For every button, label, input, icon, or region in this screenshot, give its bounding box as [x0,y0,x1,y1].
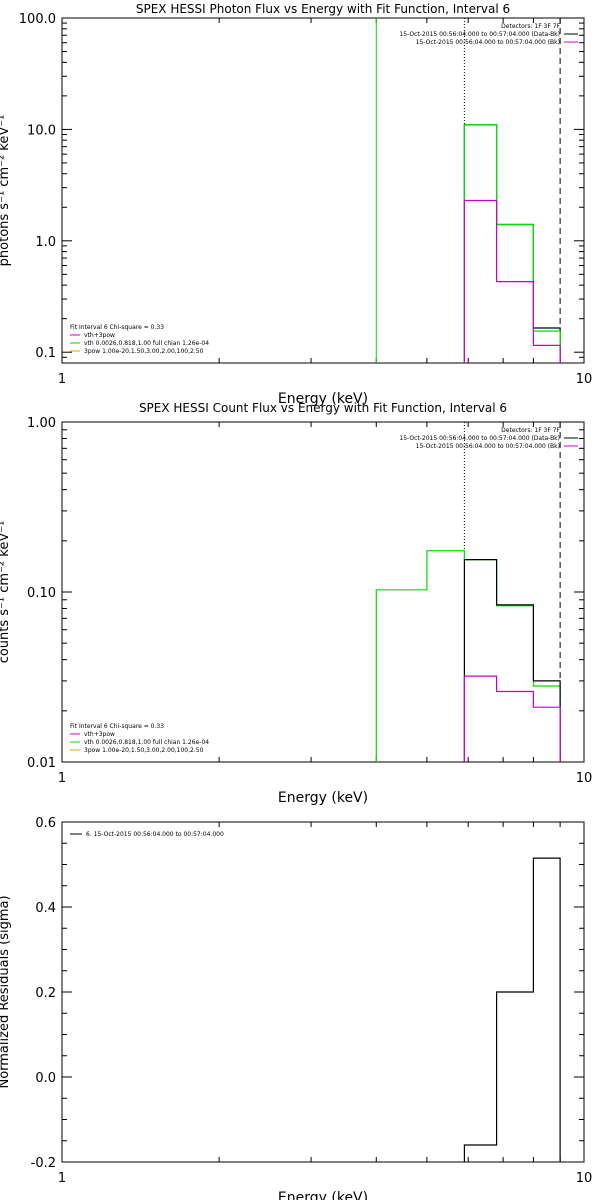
y-tick-label: 0.2 [35,986,56,1001]
y-tick-label: 0.01 [27,756,56,771]
x-tick-label: 1 [58,771,66,786]
x-tick-label: 10 [576,372,593,387]
legend-bottom-text: vth+3pow [84,731,115,738]
plot-frame [61,421,585,763]
series-line-green [375,550,561,762]
y-tick-label: 1.0 [35,235,56,250]
chart-panel-1: SPEX HESSI Photon Flux vs Energy with Fi… [0,2,592,407]
series-line-black [463,559,561,762]
legend-bottom-text: vth+3pow [84,332,115,339]
y-tick-label: -0.2 [31,1156,56,1171]
x-tick-label: 1 [58,1171,66,1186]
y-axis-label: counts s⁻¹ cm⁻² keV⁻¹ [0,521,12,664]
y-tick-label: 0.6 [35,816,56,831]
legend-bottom-text: vth 0.0026,0.818,1.00 full chian 1.26e-0… [84,739,209,746]
series-line-black [463,124,561,363]
legend-bottom-text: 3pow 1.00e-20,1.50,3.00,2.00,100,2.50 [84,747,204,754]
x-tick-label: 10 [576,771,593,786]
legend-top-text: Detectors: 1F 3F 7F [501,427,560,434]
legend-top-text: 15-Oct-2015 00:56:04.000 to 00:57:04.000… [399,31,560,38]
legend-bottom-text: 3pow 1.00e-20,1.50,3.00,2.00,100,2.50 [84,348,204,355]
plot-frame [61,17,585,364]
x-axis-label: Energy (keV) [278,790,368,806]
legend-top-text: 15-Oct-2015 00:56:04.000 to 00:57:04.000… [416,443,560,450]
legend-bottom-text: vth 0.0026,0.818,1.00 full chian 1.26e-0… [84,340,209,347]
series-line-green [463,124,561,363]
chart-title: SPEX HESSI Count Flux vs Energy with Fit… [139,401,507,415]
legend-bottom-text: Fit Interval 6 Chi-square = 0.33 [70,324,164,331]
y-tick-label: 10.0 [27,123,56,138]
x-axis-label: Energy (keV) [278,391,368,407]
y-tick-label: 1.00 [27,416,56,431]
series-line-black [463,857,561,1162]
legend-top-text: Detectors: 1F 3F 7F [501,23,560,30]
legend-top-text: 15-Oct-2015 00:56:04.000 to 00:57:04.000… [416,39,560,46]
legend-top-text: 15-Oct-2015 00:56:04.000 to 00:57:04.000… [399,435,560,442]
series-line-magenta [463,675,561,762]
y-tick-label: 100.0 [19,12,56,27]
legend-left-text: 6. 15-Oct-2015 00:56:04.000 to 00:57:04.… [86,831,224,838]
chart-panel-3: 1 10 Energy (keV) -0.2 0.0 0.2 0.4 0.6 Normalize… [0,816,592,1200]
y-axis-label: Normalized Residuals (sigma) [0,895,12,1088]
chart-panel-2: SPEX HESSI Count Flux vs Energy with Fit… [0,401,592,806]
y-tick-label: 0.0 [35,1071,56,1086]
x-tick-label: 1 [58,372,66,387]
x-tick-label: 10 [576,1171,593,1186]
y-axis-label: photons s⁻¹ cm⁻² keV⁻¹ [0,115,12,267]
series-line-magenta [463,199,561,363]
y-tick-label: 0.4 [35,901,56,916]
y-tick-label: 0.10 [27,586,56,601]
chart-title: SPEX HESSI Photon Flux vs Energy with Fi… [136,2,510,16]
legend-bottom-text: Fit Interval 6 Chi-square = 0.33 [70,723,164,730]
y-tick-label: 0.1 [35,346,56,361]
x-axis-label: Energy (keV) [278,1190,368,1200]
